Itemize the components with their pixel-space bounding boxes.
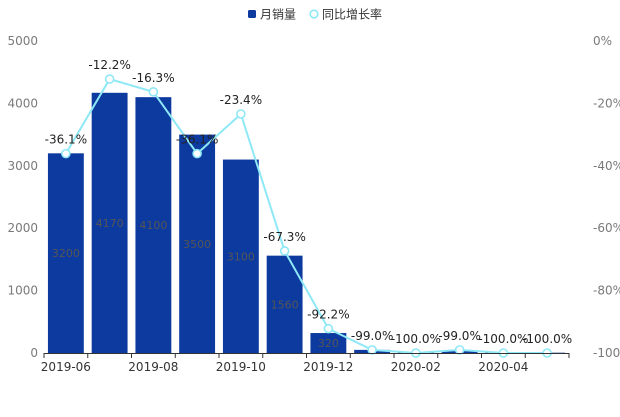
bar-value-label: 1560 <box>271 298 299 311</box>
legend: 月销量 同比增长率 <box>248 7 382 22</box>
y-right-tick-label: 0% <box>593 34 612 48</box>
right-y-axis: 0% -20% -40% -60% -80% -100% <box>593 34 620 360</box>
growth-value-label: -99.0% <box>351 329 393 343</box>
bar-value-label: 3200 <box>52 247 80 260</box>
growth-value-label: -100.0% <box>522 332 572 346</box>
x-tick-label: 2019-10 <box>216 360 266 374</box>
bar-value-label: 3100 <box>227 250 255 263</box>
y-left-tick-label: 2000 <box>7 221 38 235</box>
left-y-axis: 0 1000 2000 3000 4000 5000 <box>7 34 38 360</box>
x-axis: 2019-06 2019-08 2019-10 2019-12 2020-02 2020-… <box>41 353 569 374</box>
growth-value-label: -67.3% <box>263 230 305 244</box>
y-right-tick-label: -80% <box>593 284 620 298</box>
growth-value-label: -92.2% <box>307 308 349 322</box>
y-left-tick-label: 0 <box>30 346 38 360</box>
y-right-tick-label: -60% <box>593 221 620 235</box>
growth-value-label: -16.3% <box>132 71 174 85</box>
growth-point-2019-10 <box>237 110 245 118</box>
x-tick-label: 2019-12 <box>303 360 353 374</box>
x-tick-label: 2019-06 <box>41 360 91 374</box>
growth-point-2019-09 <box>193 150 201 158</box>
growth-value-label: -100.0% <box>478 332 528 346</box>
y-left-tick-label: 1000 <box>7 284 38 298</box>
y-left-tick-label: 5000 <box>7 34 38 48</box>
x-tick-label: 2020-02 <box>391 360 441 374</box>
growth-value-label: -23.4% <box>220 93 262 107</box>
legend-marker-0 <box>248 10 256 18</box>
growth-point-2019-06 <box>62 150 70 158</box>
legend-label-1: 同比增长率 <box>322 7 382 22</box>
growth-point-2019-08 <box>149 88 157 96</box>
growth-value-label: -99.0% <box>438 329 480 343</box>
legend-label-0: 月销量 <box>260 8 296 22</box>
y-right-tick-label: -40% <box>593 159 620 173</box>
growth-point-2019-11 <box>281 247 289 255</box>
growth-point-2019-12 <box>324 325 332 333</box>
growth-value-label: -12.2% <box>88 58 130 72</box>
bar-value-label: 320 <box>318 337 339 350</box>
bar-value-label: 4100 <box>139 219 167 232</box>
growth-point-2020-01 <box>368 346 376 354</box>
growth-value-label: -36.1% <box>45 133 87 147</box>
bar-value-label: 4170 <box>96 217 124 230</box>
growth-point-2019-07 <box>106 75 114 83</box>
y-right-tick-label: -20% <box>593 96 620 110</box>
legend-marker-1 <box>310 10 318 18</box>
growth-point-2020-03 <box>456 346 464 354</box>
growth-value-label: -36.1% <box>176 133 218 147</box>
y-right-tick-label: -100% <box>593 346 620 360</box>
y-left-tick-label: 3000 <box>7 159 38 173</box>
bar-value-label: 3500 <box>183 238 211 251</box>
growth-value-label: -100.0% <box>391 332 441 346</box>
x-tick-label: 2020-04 <box>478 360 528 374</box>
x-tick-label: 2019-08 <box>128 360 178 374</box>
y-left-tick-label: 4000 <box>7 96 38 110</box>
